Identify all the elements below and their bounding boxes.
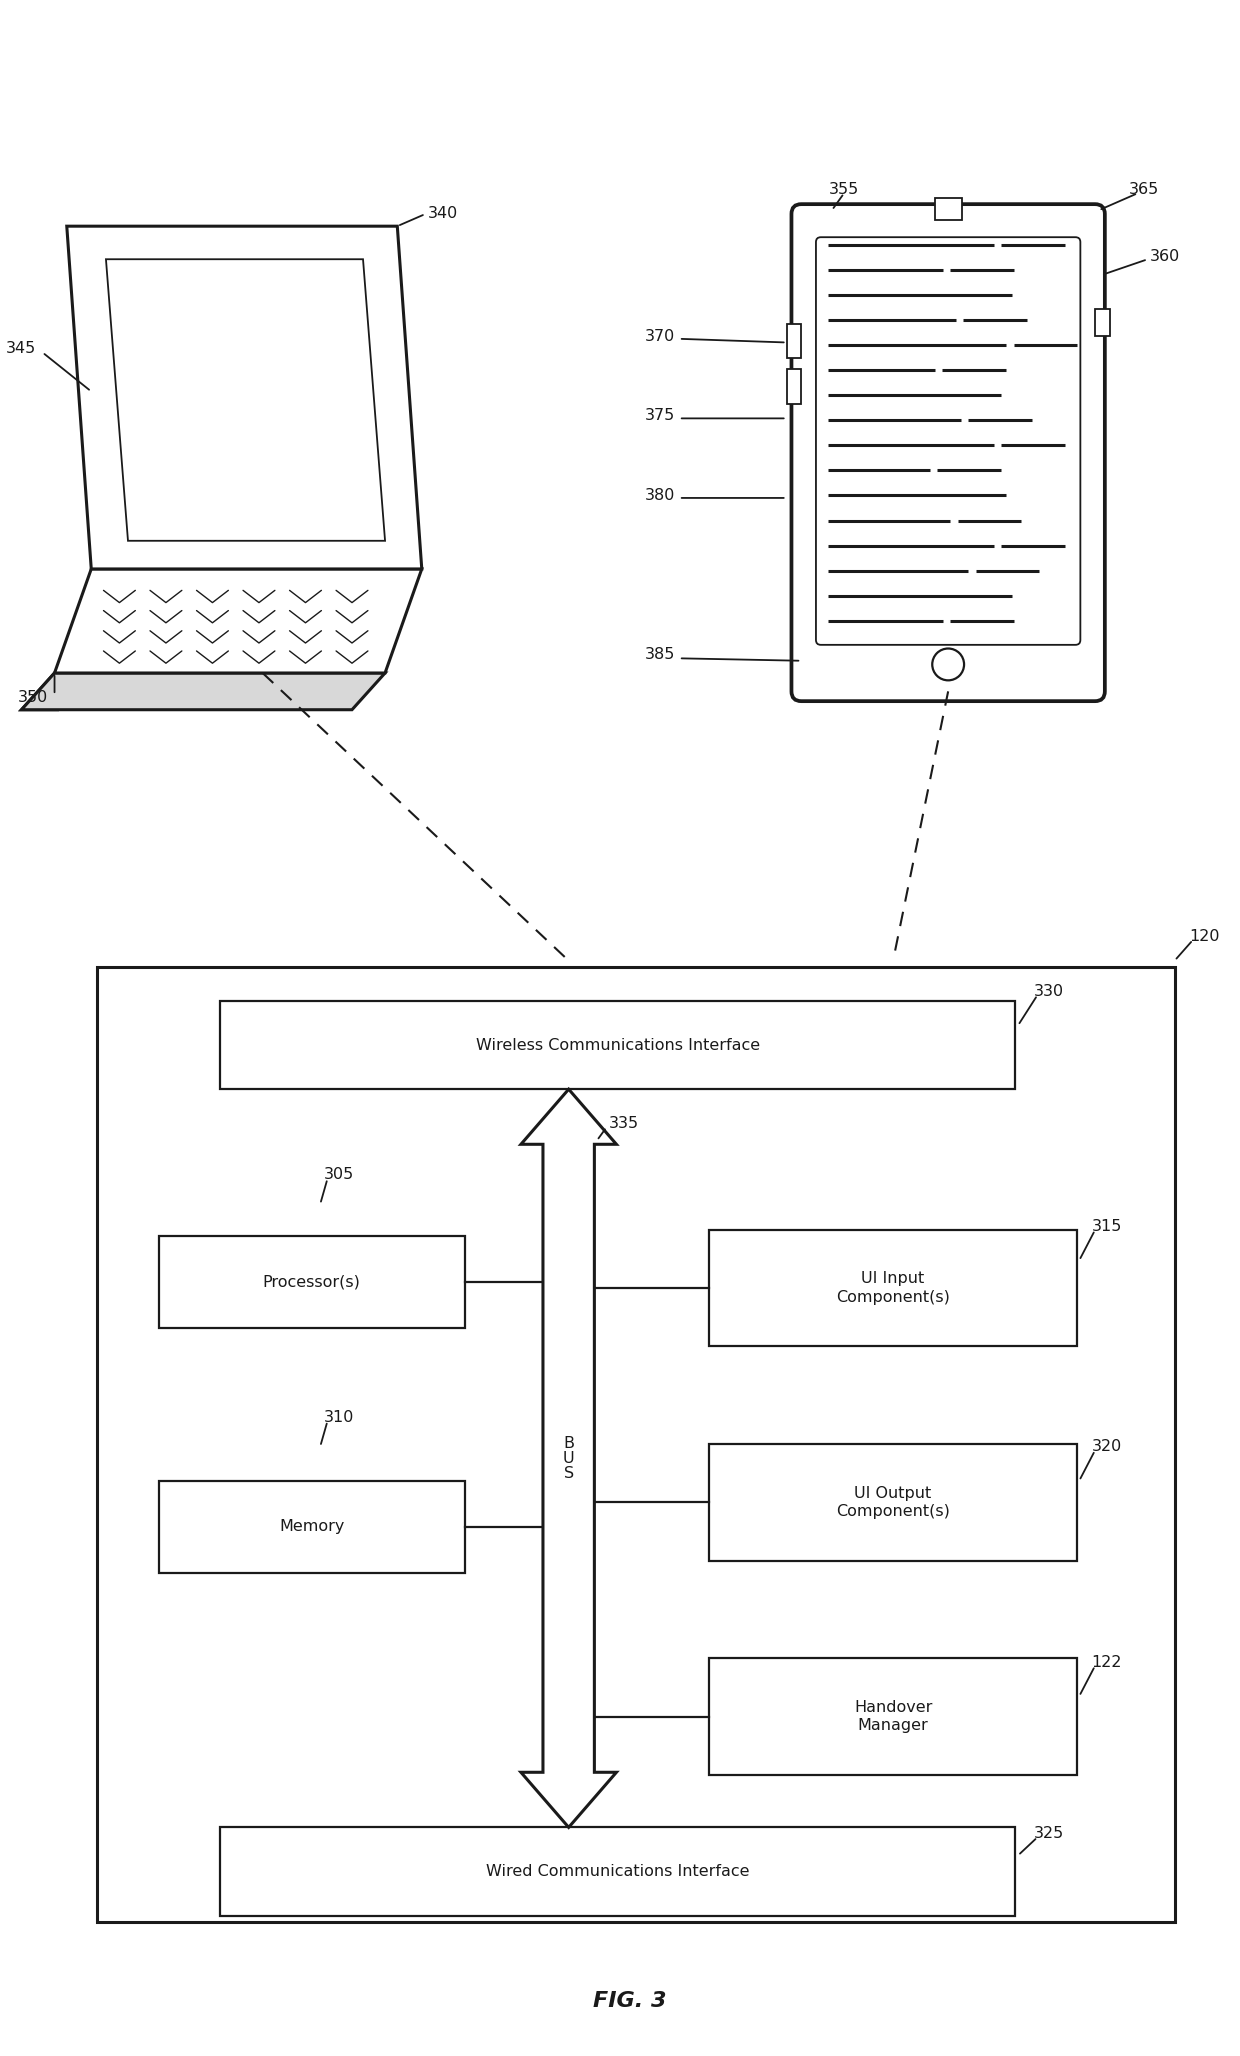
Bar	[219, 1001, 1016, 1090]
Bar	[709, 1229, 1076, 1347]
Text: 310: 310	[324, 1410, 355, 1425]
Polygon shape	[67, 226, 422, 570]
Text: Wireless Communications Interface: Wireless Communications Interface	[476, 1038, 760, 1053]
Circle shape	[932, 648, 963, 681]
Text: 345: 345	[6, 341, 36, 356]
Bar	[219, 1828, 1016, 1916]
FancyBboxPatch shape	[791, 204, 1105, 701]
Text: 375: 375	[645, 409, 675, 424]
Text: FIG. 3: FIG. 3	[593, 1990, 667, 2011]
Text: 370: 370	[645, 329, 675, 343]
Text: 305: 305	[324, 1168, 355, 1182]
Text: 120: 120	[1189, 929, 1220, 944]
Text: 330: 330	[1034, 983, 1064, 999]
Text: 385: 385	[645, 648, 675, 662]
Bar	[709, 1659, 1076, 1774]
Text: Processor(s): Processor(s)	[263, 1275, 361, 1289]
Text: 320: 320	[1091, 1439, 1122, 1454]
FancyBboxPatch shape	[816, 236, 1080, 646]
Text: 360: 360	[1151, 249, 1180, 265]
Text: UI Output
Component(s): UI Output Component(s)	[836, 1486, 950, 1519]
Polygon shape	[55, 570, 422, 672]
Text: 355: 355	[830, 183, 859, 197]
Polygon shape	[21, 672, 92, 709]
Bar	[159, 1236, 465, 1328]
Text: 325: 325	[1034, 1826, 1064, 1840]
Text: 340: 340	[428, 206, 458, 222]
Text: 365: 365	[1128, 183, 1159, 197]
Text: 350: 350	[17, 691, 48, 705]
Polygon shape	[105, 259, 386, 541]
Bar	[786, 370, 801, 403]
Text: 315: 315	[1091, 1219, 1122, 1234]
Text: 122: 122	[1091, 1655, 1122, 1669]
Polygon shape	[21, 672, 386, 709]
Text: 380: 380	[645, 487, 675, 504]
Text: B
U
S: B U S	[563, 1435, 574, 1480]
Bar	[935, 197, 962, 220]
Bar	[786, 325, 801, 358]
Bar	[709, 1443, 1076, 1561]
Text: 335: 335	[609, 1116, 639, 1131]
Bar	[1095, 308, 1110, 337]
Polygon shape	[521, 1090, 616, 1828]
Bar	[98, 966, 1174, 1922]
Text: Handover
Manager: Handover Manager	[854, 1700, 932, 1733]
Text: Wired Communications Interface: Wired Communications Interface	[486, 1865, 749, 1879]
Text: UI Input
Component(s): UI Input Component(s)	[836, 1271, 950, 1306]
Bar	[159, 1480, 465, 1573]
Text: Memory: Memory	[279, 1519, 345, 1534]
